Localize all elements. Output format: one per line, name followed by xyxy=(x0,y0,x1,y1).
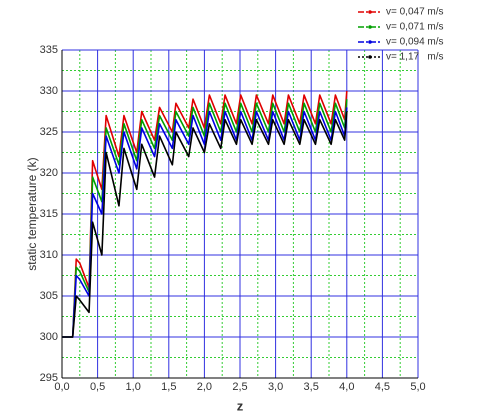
legend-label: v= 0,094 m/s xyxy=(386,37,444,48)
y-tick-label: 310 xyxy=(40,249,58,261)
x-tick-label: 2,5 xyxy=(232,381,247,393)
legend-label: v= 1,17 m/s xyxy=(386,52,444,63)
y-tick-label: 315 xyxy=(40,208,58,220)
legend-marker xyxy=(368,10,372,14)
legend-marker xyxy=(368,55,372,59)
y-axis-label: static temperature (k) xyxy=(25,157,39,270)
y-tick-label: 325 xyxy=(40,126,58,138)
legend-label: v= 0,047 m/s xyxy=(386,7,444,18)
x-tick-label: 4,5 xyxy=(375,381,390,393)
y-tick-label: 300 xyxy=(40,331,58,343)
y-tick-label: 305 xyxy=(40,290,58,302)
x-tick-label: 1,0 xyxy=(126,381,141,393)
x-tick-label: 3,5 xyxy=(304,381,319,393)
y-tick-label: 320 xyxy=(40,167,58,179)
x-tick-label: 0,0 xyxy=(54,381,69,393)
x-tick-label: 5,0 xyxy=(410,381,425,393)
legend-label: v= 0,071 m/s xyxy=(386,22,444,33)
x-tick-label: 0,5 xyxy=(90,381,105,393)
data-line xyxy=(62,107,348,338)
legend-marker xyxy=(368,40,372,44)
x-tick-label: 2,0 xyxy=(197,381,212,393)
y-tick-label: 295 xyxy=(40,372,58,384)
x-tick-label: 4,0 xyxy=(339,381,354,393)
x-tick-label: 3,0 xyxy=(268,381,283,393)
y-tick-label: 335 xyxy=(40,44,58,56)
y-tick-label: 330 xyxy=(40,85,58,97)
x-tick-label: 1,5 xyxy=(161,381,176,393)
legend-marker xyxy=(368,25,372,29)
x-axis-label: z xyxy=(237,398,244,413)
data-line xyxy=(62,111,348,338)
